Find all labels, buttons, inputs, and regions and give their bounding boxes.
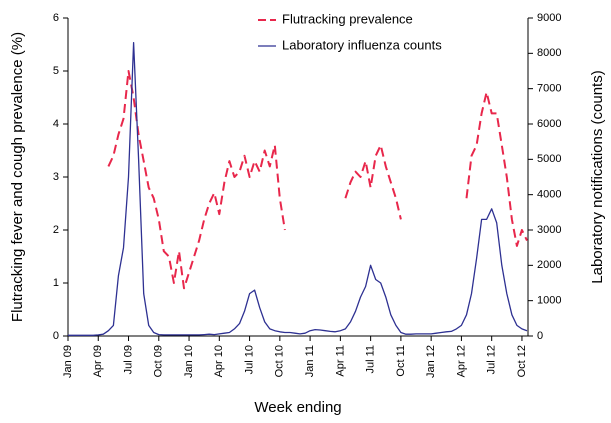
y-tick-label: 3 (53, 171, 59, 183)
legend-label: Flutracking prevalence (282, 11, 413, 26)
y-tick-label: 2 (53, 224, 59, 236)
y2-tick-label: 1000 (537, 295, 561, 307)
y2-tick-label: 3000 (537, 224, 561, 236)
y2-axis-label: Laboratory notifications (counts) (589, 70, 606, 283)
y-tick-label: 1 (53, 277, 59, 289)
y2-tick-label: 5000 (537, 153, 561, 165)
y-tick-label: 5 (53, 65, 59, 77)
x-tick-label: Jan 12 (425, 345, 437, 378)
y2-tick-label: 6000 (537, 118, 561, 130)
x-tick-label: Apr 12 (455, 345, 467, 377)
y-tick-label: 6 (53, 12, 59, 24)
y2-tick-label: 7000 (537, 83, 561, 95)
x-tick-label: Oct 11 (395, 345, 407, 377)
x-tick-label: Oct 10 (274, 345, 286, 377)
x-tick-label: Apr 10 (213, 345, 225, 377)
y-tick-label: 4 (53, 118, 59, 130)
x-tick-label: Apr 09 (92, 345, 104, 377)
legend-label: Laboratory influenza counts (282, 37, 442, 52)
x-tick-label: Jul 11 (365, 345, 377, 374)
y2-tick-label: 8000 (537, 47, 561, 59)
y-axis-label: Flutracking fever and cough prevalence (… (9, 32, 26, 322)
x-tick-label: Jul 12 (486, 345, 498, 374)
series-line (107, 70, 528, 290)
y2-tick-label: 4000 (537, 189, 561, 201)
x-tick-label: Oct 09 (153, 345, 165, 377)
x-tick-label: Oct 12 (516, 345, 528, 377)
x-axis-label: Week ending (254, 399, 341, 416)
y2-tick-label: 2000 (537, 259, 561, 271)
series-line (68, 42, 528, 336)
x-tick-label: Apr 11 (334, 345, 346, 377)
x-tick-label: Jan 09 (62, 345, 74, 378)
y2-tick-label: 9000 (537, 12, 561, 24)
x-tick-label: Jan 10 (183, 345, 195, 378)
x-tick-label: Jul 10 (243, 345, 255, 374)
x-tick-label: Jul 09 (122, 345, 134, 374)
x-tick-label: Jan 11 (304, 345, 316, 377)
y2-tick-label: 0 (537, 330, 543, 342)
y-tick-label: 0 (53, 330, 59, 342)
